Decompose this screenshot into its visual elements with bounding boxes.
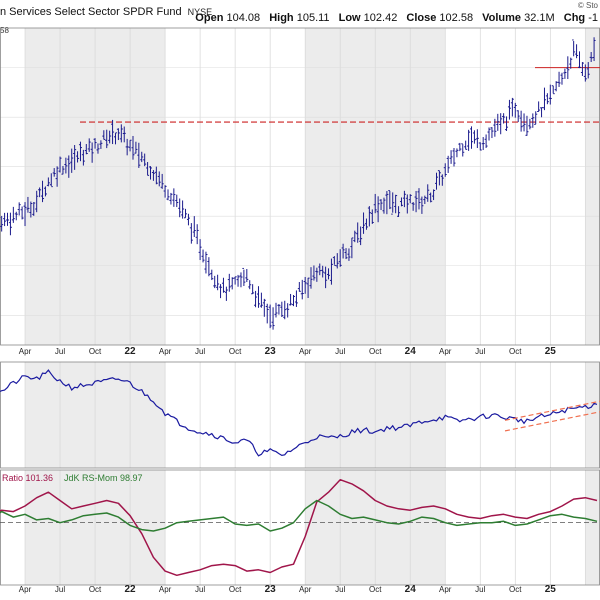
x-tick-label: Jul: [335, 585, 345, 594]
rrg-legend: Ratio 101.36 JdK RS-Mom 98.97: [2, 473, 143, 483]
channel-lower: [504, 411, 600, 432]
chg-label: Chg: [563, 12, 586, 24]
x-tick-label: Oct: [369, 585, 382, 594]
x-tick-label: Jul: [475, 347, 485, 356]
last-price-tag: 58: [0, 26, 9, 35]
year-band: [585, 28, 600, 345]
x-tick-label: 22: [125, 584, 137, 595]
x-axis-labels: 2121AprAprJulJulOctOct2222AprAprJulJulOc…: [19, 346, 557, 595]
rs-momentum-legend: JdK RS-Mom 98.97: [64, 473, 143, 483]
exchange-label: NYSE: [187, 7, 213, 17]
x-tick-label: Apr: [19, 585, 32, 594]
rs-momentum-line: [0, 499, 598, 532]
volume-label: Volume: [482, 12, 522, 24]
x-tick-label: Apr: [159, 585, 172, 594]
x-tick-label: Apr: [439, 585, 452, 594]
open-value: 104.08: [226, 12, 261, 24]
x-tick-label: Oct: [229, 585, 242, 594]
price-panel: [0, 37, 600, 330]
x-tick-label: Jul: [195, 347, 205, 356]
high-label: High: [269, 12, 294, 24]
x-tick-label: Jul: [55, 347, 65, 356]
year-band: [585, 362, 600, 468]
ohlc-readout: Open 104.08 High 105.11 Low 102.42 Close…: [195, 12, 598, 24]
open-label: Open: [195, 12, 224, 24]
high-value: 105.11: [296, 12, 330, 24]
grid-lines: [0, 28, 600, 585]
x-tick-label: Oct: [229, 347, 242, 356]
symbol-name: n Services Select Sector SPDR Fund: [0, 6, 182, 18]
x-tick-label: Jul: [335, 347, 345, 356]
close-label: Close: [406, 12, 437, 24]
x-tick-label: 25: [545, 584, 557, 595]
chart-header: n Services Select Sector SPDR Fund NYSE …: [0, 0, 600, 35]
x-tick-label: Jul: [475, 585, 485, 594]
copyright-notice: © Sto: [577, 1, 598, 10]
x-tick-label: Apr: [19, 347, 32, 356]
x-tick-label: Oct: [369, 347, 382, 356]
relative-strength-panel: [0, 369, 600, 457]
volume-value: 32.1M: [524, 12, 555, 24]
x-tick-label: 23: [265, 584, 277, 595]
x-tick-label: Jul: [55, 585, 65, 594]
rs-ratio-legend: Ratio 101.36: [2, 473, 53, 483]
x-tick-label: 24: [405, 584, 417, 595]
x-tick-label: Apr: [159, 347, 172, 356]
x-tick-label: 22: [125, 346, 137, 357]
x-tick-label: Oct: [509, 347, 522, 356]
rs-line: [0, 369, 598, 457]
low-value: 102.42: [363, 12, 398, 24]
x-tick-label: Oct: [89, 585, 102, 594]
chg-value: -1: [588, 12, 598, 24]
x-tick-label: Apr: [299, 347, 312, 356]
x-tick-label: Oct: [89, 347, 102, 356]
low-label: Low: [338, 12, 361, 24]
x-tick-label: Apr: [299, 585, 312, 594]
x-tick-label: 23: [265, 346, 277, 357]
rs-ratio-line: [0, 478, 598, 577]
rrg-panel: [0, 478, 600, 577]
x-tick-label: Jul: [195, 585, 205, 594]
close-value: 102.58: [439, 12, 474, 24]
year-band: [585, 470, 600, 585]
chart-title: n Services Select Sector SPDR Fund NYSE: [0, 6, 212, 18]
x-tick-label: 24: [405, 346, 417, 357]
x-tick-label: Apr: [439, 347, 452, 356]
x-tick-label: Oct: [509, 585, 522, 594]
channel-upper: [504, 400, 600, 421]
x-tick-label: 25: [545, 346, 557, 357]
